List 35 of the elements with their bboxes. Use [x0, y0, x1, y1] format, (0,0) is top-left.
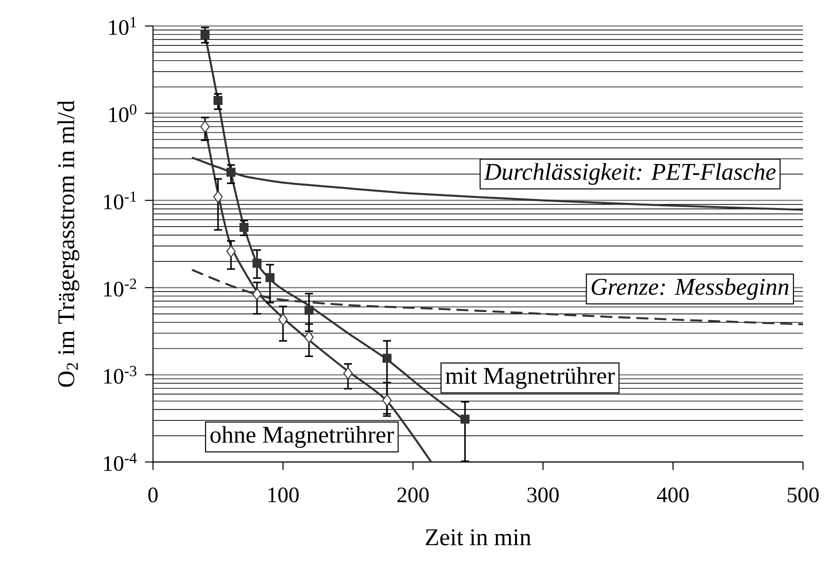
point [200, 30, 210, 39]
point [214, 96, 222, 105]
series-label: Grenze: Messbeginn [592, 278, 788, 300]
x-tick-label: 200 [397, 488, 429, 502]
x-axis-title: Zeit in min [426, 529, 531, 546]
x-tick-label: 300 [528, 488, 559, 502]
point [213, 190, 223, 203]
x-tick-label: 0 [148, 488, 158, 502]
point [304, 331, 314, 344]
x-tick-label: 100 [268, 488, 299, 502]
y-tick-label: 10$^{-1}$ [104, 191, 136, 210]
point [343, 367, 353, 380]
x-tick-label: 500 [788, 488, 819, 502]
point [252, 288, 262, 300]
point [460, 414, 470, 424]
y-tick-label: 10$^{1}$ [109, 17, 136, 35]
series-label: ohne Magnetrührer [210, 426, 394, 448]
series-label: mit Magnetrührer [446, 367, 615, 389]
y-axis-title: O$_{2}$ im Trägergasstrom in ml/d [57, 100, 80, 387]
point [252, 258, 262, 268]
point [226, 245, 236, 258]
y-tick-label: 10$^{0}$ [109, 104, 136, 122]
point [278, 313, 288, 326]
series-label: Durchlässigkeit: PET-Flasche [484, 163, 776, 185]
x-tick-label: 400 [656, 488, 689, 502]
point [226, 168, 236, 177]
point [240, 222, 248, 232]
point [382, 354, 392, 363]
point [304, 306, 314, 315]
y-tick-label: 10$^{-2}$ [104, 278, 136, 297]
point [200, 120, 210, 133]
point [266, 273, 275, 282]
point [382, 394, 392, 406]
y-tick-label: 10$^{-4}$ [104, 453, 137, 471]
y-tick-label: 10$^{-3}$ [104, 366, 136, 384]
